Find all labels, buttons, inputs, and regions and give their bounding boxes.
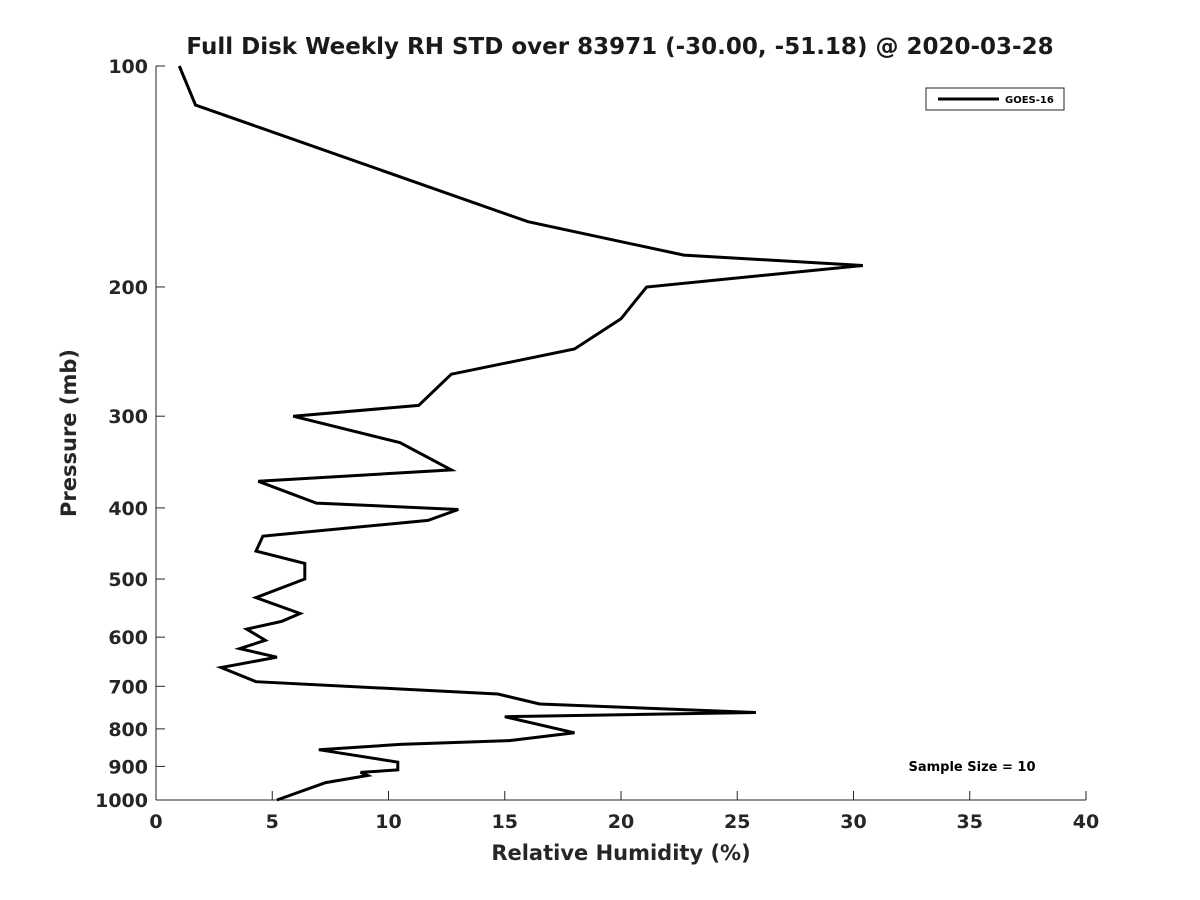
- y-tick-label: 1000: [95, 790, 148, 812]
- chart-title: Full Disk Weekly RH STD over 83971 (-30.…: [186, 34, 1053, 60]
- y-tick-label: 500: [108, 569, 148, 591]
- sample-size-annotation: Sample Size = 10: [908, 760, 1035, 775]
- y-tick-label: 700: [108, 676, 148, 698]
- x-tick-label: 15: [492, 811, 518, 833]
- x-tick-label: 40: [1073, 811, 1099, 833]
- series-line-goes-16: [177, 65, 863, 802]
- x-tick-label: 10: [375, 811, 401, 833]
- x-tick-label: 25: [724, 811, 750, 833]
- y-tick-label: 300: [108, 406, 148, 428]
- x-tick-label: 30: [840, 811, 866, 833]
- x-tick-label: 0: [149, 811, 162, 833]
- y-axis-ticks: 100 200 300 400 500 600 700 800 900 1000: [95, 56, 165, 812]
- y-tick-label: 200: [108, 277, 148, 299]
- y-axis-label: Pressure (mb): [57, 349, 81, 517]
- y-tick-label: 100: [108, 56, 148, 78]
- y-tick-label: 900: [108, 756, 148, 778]
- legend: GOES-16: [925, 87, 1065, 111]
- x-tick-label: 35: [957, 811, 983, 833]
- y-tick-label: 800: [108, 719, 148, 741]
- y-tick-label: 400: [108, 498, 148, 520]
- legend-label-goes-16: GOES-16: [1005, 95, 1054, 106]
- x-tick-label: 20: [608, 811, 634, 833]
- x-axis-ticks: 0 5 10 15 20 25 30 35 40: [149, 791, 1099, 833]
- y-tick-label: 600: [108, 627, 148, 649]
- x-tick-label: 5: [266, 811, 279, 833]
- x-axis-label: Relative Humidity (%): [491, 841, 750, 865]
- series-layer: [177, 65, 863, 802]
